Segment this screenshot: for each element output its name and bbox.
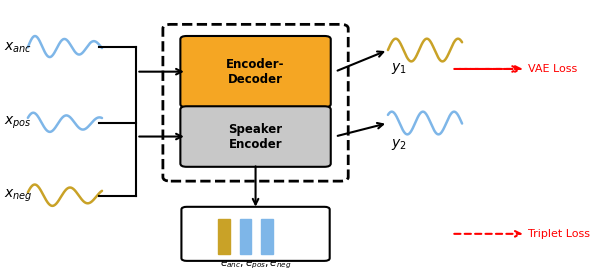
Text: $x_{pos}$: $x_{pos}$ (4, 115, 31, 131)
Text: $x_{neg}$: $x_{neg}$ (4, 188, 33, 204)
FancyBboxPatch shape (181, 36, 331, 107)
Text: Triplet Loss: Triplet Loss (528, 229, 590, 239)
Text: $y_1$: $y_1$ (391, 61, 407, 76)
Text: $y_2$: $y_2$ (391, 137, 407, 152)
FancyBboxPatch shape (181, 207, 330, 261)
Text: Speaker
Encoder: Speaker Encoder (229, 122, 282, 150)
Text: VAE Loss: VAE Loss (528, 64, 578, 74)
FancyBboxPatch shape (181, 106, 331, 167)
Text: $x_{anc}$: $x_{anc}$ (4, 40, 32, 55)
Text: $e_{anc}, e_{pos}, e_{neg}$: $e_{anc}, e_{pos}, e_{neg}$ (220, 259, 291, 271)
Text: Encoder-
Decoder: Encoder- Decoder (226, 58, 285, 86)
Bar (240, 219, 252, 254)
Bar (218, 219, 230, 254)
Bar (261, 219, 272, 254)
